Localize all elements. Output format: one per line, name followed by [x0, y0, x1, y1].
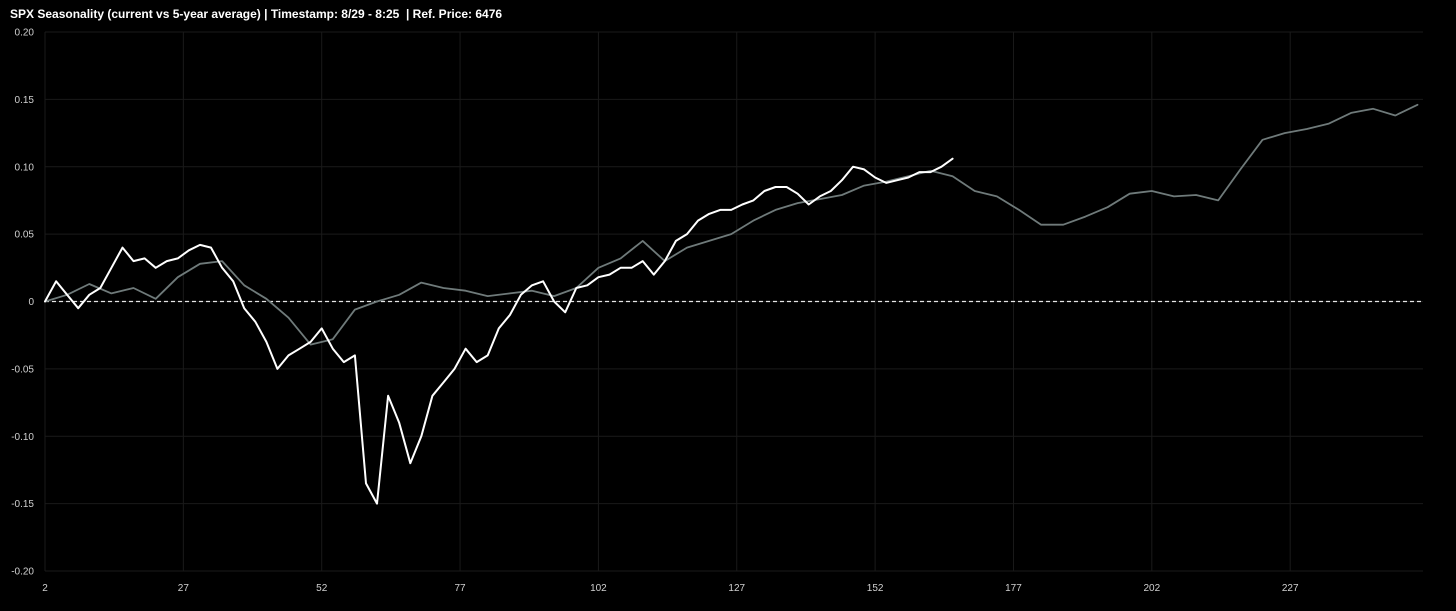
x-tick-label: 127: [728, 583, 745, 594]
x-tick-label: 77: [454, 583, 466, 594]
y-tick-label: -0.05: [11, 364, 34, 375]
chart-title: SPX Seasonality (current vs 5-year avera…: [10, 7, 503, 21]
y-tick-label: 0.20: [15, 28, 35, 39]
y-tick-label: -0.10: [11, 432, 34, 443]
x-tick-label: 152: [867, 583, 884, 594]
y-tick-label: 0.05: [15, 230, 35, 241]
x-tick-label: 177: [1005, 583, 1022, 594]
x-tick-label: 27: [178, 583, 190, 594]
average-series-line: [44, 103, 1419, 346]
current-series-line: [44, 157, 954, 505]
x-tick-label: 227: [1282, 583, 1299, 594]
x-tick-label: 202: [1143, 583, 1160, 594]
y-tick-label: 0: [28, 297, 34, 308]
y-tick-label: -0.15: [11, 499, 34, 510]
x-tick-label: 52: [316, 583, 328, 594]
x-tick-label: 2: [42, 583, 48, 594]
series-lines: [44, 103, 1419, 505]
x-tick-label: 102: [590, 583, 607, 594]
y-tick-label: 0.10: [15, 162, 35, 173]
y-tick-label: 0.15: [15, 95, 35, 106]
y-tick-label: -0.20: [11, 567, 34, 578]
